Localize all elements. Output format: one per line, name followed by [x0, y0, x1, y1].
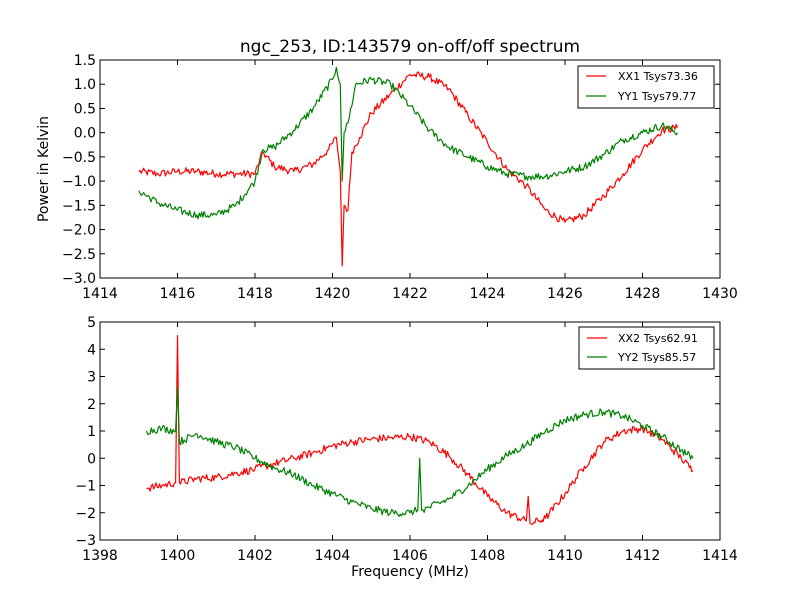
bottom-y-tick-label: 0 — [87, 451, 96, 467]
bottom-legend: XX2 Tsys62.91 YY2 Tsys85.57 — [578, 326, 715, 370]
bottom-y-tick-label: −1 — [75, 479, 96, 495]
top-x-tick-label: 1420 — [315, 286, 351, 302]
bottom-series-xx2-line — [146, 335, 694, 525]
bottom-y-tick-label: −2 — [75, 506, 96, 522]
bottom-legend-xx2-label: XX2 Tsys62.91 — [618, 332, 698, 345]
top-series-layer — [138, 66, 678, 267]
bottom-panel: 1398 1400 1402 1404 1406 1408 1410 1412 1414 5 4 3 2… — [75, 315, 738, 580]
bottom-x-tick-label: 1404 — [315, 548, 351, 564]
top-x-tick-label: 1430 — [702, 286, 738, 302]
top-legend-xx1-label: XX1 Tsys73.36 — [618, 70, 698, 83]
bottom-ticks: 1398 1400 1402 1404 1406 1408 1410 1412 1414 5 4 3 2… — [75, 315, 738, 564]
top-x-tick-label: 1422 — [392, 286, 428, 302]
top-y-tick-label: −2.5 — [62, 247, 96, 263]
bottom-x-tick-label: 1406 — [392, 548, 428, 564]
bottom-x-tick-label: 1400 — [160, 548, 196, 564]
bottom-y-tick-label: 2 — [87, 397, 96, 413]
bottom-x-tick-label: 1402 — [237, 548, 273, 564]
bottom-y-tick-label: 5 — [87, 315, 96, 331]
bottom-y-tick-label: 3 — [87, 370, 96, 386]
top-y-tick-label: 0.5 — [74, 101, 96, 117]
figure-title: ngc_253, ID:143579 on-off/off spectrum — [240, 37, 580, 57]
top-y-axis-label: Power in Kelvin — [36, 116, 52, 222]
bottom-y-tick-label: 4 — [87, 342, 96, 358]
bottom-x-tick-label: 1410 — [547, 548, 583, 564]
bottom-x-tick-label: 1412 — [625, 548, 661, 564]
top-y-tick-label: 1.0 — [74, 77, 96, 93]
top-panel: 1414 1416 1418 1420 1422 1424 1426 1428 1430 1.5 1… — [36, 53, 738, 302]
top-legend-yy1-label: YY1 Tsys79.77 — [617, 90, 696, 103]
top-series-yy1-line — [138, 66, 678, 220]
top-legend: XX1 Tsys73.36 YY1 Tsys79.77 — [577, 65, 715, 109]
top-y-tick-label: −3.0 — [62, 271, 96, 287]
top-y-tick-label: −0.5 — [62, 150, 96, 166]
bottom-series-yy2-line — [145, 386, 694, 518]
top-x-tick-label: 1414 — [82, 286, 118, 302]
bottom-y-tick-label: −3 — [75, 533, 96, 549]
top-y-tick-label: −1.0 — [62, 174, 96, 190]
bottom-x-tick-label: 1398 — [82, 548, 118, 564]
top-ticks: 1414 1416 1418 1420 1422 1424 1426 1428 1430 1.5 1… — [62, 53, 738, 302]
bottom-x-tick-label: 1408 — [470, 548, 506, 564]
top-x-tick-label: 1418 — [237, 286, 273, 302]
bottom-legend-box — [578, 326, 715, 370]
bottom-series-layer — [145, 335, 694, 525]
top-y-tick-label: −2.0 — [62, 223, 96, 239]
top-x-tick-label: 1416 — [160, 286, 196, 302]
bottom-y-tick-label: 1 — [87, 424, 96, 440]
top-y-tick-label: 0.0 — [74, 126, 96, 142]
top-legend-box — [577, 65, 715, 109]
bottom-x-axis-label: Frequency (MHz) — [351, 564, 469, 580]
bottom-legend-yy2-label: YY2 Tsys85.57 — [617, 351, 696, 364]
top-y-tick-label: 1.5 — [74, 53, 96, 69]
top-y-tick-label: −1.5 — [62, 198, 96, 214]
top-x-tick-label: 1426 — [547, 286, 583, 302]
top-series-xx1-line — [138, 71, 678, 267]
top-x-tick-label: 1424 — [470, 286, 506, 302]
top-x-tick-label: 1428 — [625, 286, 661, 302]
bottom-x-tick-label: 1414 — [702, 548, 738, 564]
